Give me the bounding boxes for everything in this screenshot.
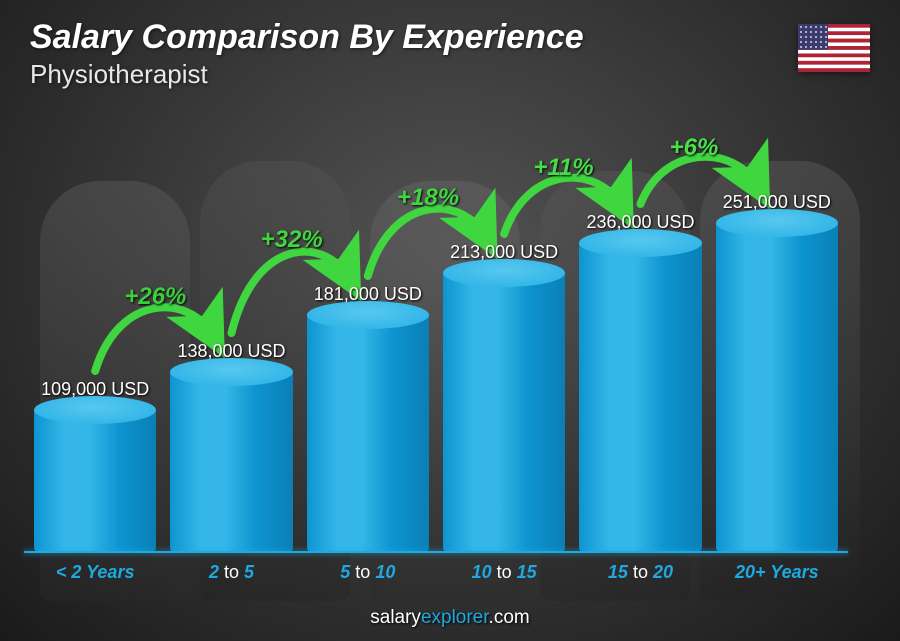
bar-column: 109,000 USD	[34, 379, 156, 553]
bar-column: 138,000 USD	[170, 341, 292, 553]
x-label: 15 to 20	[579, 562, 701, 583]
bar	[34, 410, 156, 553]
x-label: 10 to 15	[443, 562, 565, 583]
pct-label: +32%	[261, 226, 323, 254]
brand-right: explorer	[421, 607, 489, 628]
x-label: 20+ Years	[716, 562, 838, 583]
bar-column: 213,000 USD	[443, 242, 565, 553]
bar-column: 251,000 USD	[716, 192, 838, 553]
pct-label: +6%	[670, 134, 719, 162]
pct-label: +26%	[124, 283, 186, 311]
bar	[579, 243, 701, 553]
bar	[443, 273, 565, 553]
brand-left: salary	[370, 607, 421, 628]
bar	[716, 223, 838, 553]
us-flag-icon	[798, 24, 870, 72]
bar	[307, 315, 429, 553]
footer-brand: salaryexplorer.com	[0, 607, 900, 629]
x-axis-labels: < 2 Years 2 to 5 5 to 10 10 to 15 15 to 20 20…	[24, 562, 848, 583]
x-label: 5 to 10	[307, 562, 429, 583]
title-block: Salary Comparison By Experience Physioth…	[30, 18, 584, 90]
bar-chart: 109,000 USD 138,000 USD 181,000 USD	[24, 120, 848, 577]
infographic-stage: Salary Comparison By Experience Physioth…	[0, 0, 900, 641]
bar-column: 236,000 USD	[579, 212, 701, 553]
pct-label: +11%	[533, 154, 593, 182]
bar-column: 181,000 USD	[307, 284, 429, 553]
baseline	[24, 551, 848, 553]
x-label: < 2 Years	[34, 562, 156, 583]
bar	[170, 372, 292, 553]
x-label: 2 to 5	[170, 562, 292, 583]
chart-subtitle: Physiotherapist	[30, 59, 584, 90]
pct-label: +18%	[397, 184, 459, 212]
brand-tld: .com	[489, 607, 530, 628]
chart-title: Salary Comparison By Experience	[30, 18, 584, 57]
